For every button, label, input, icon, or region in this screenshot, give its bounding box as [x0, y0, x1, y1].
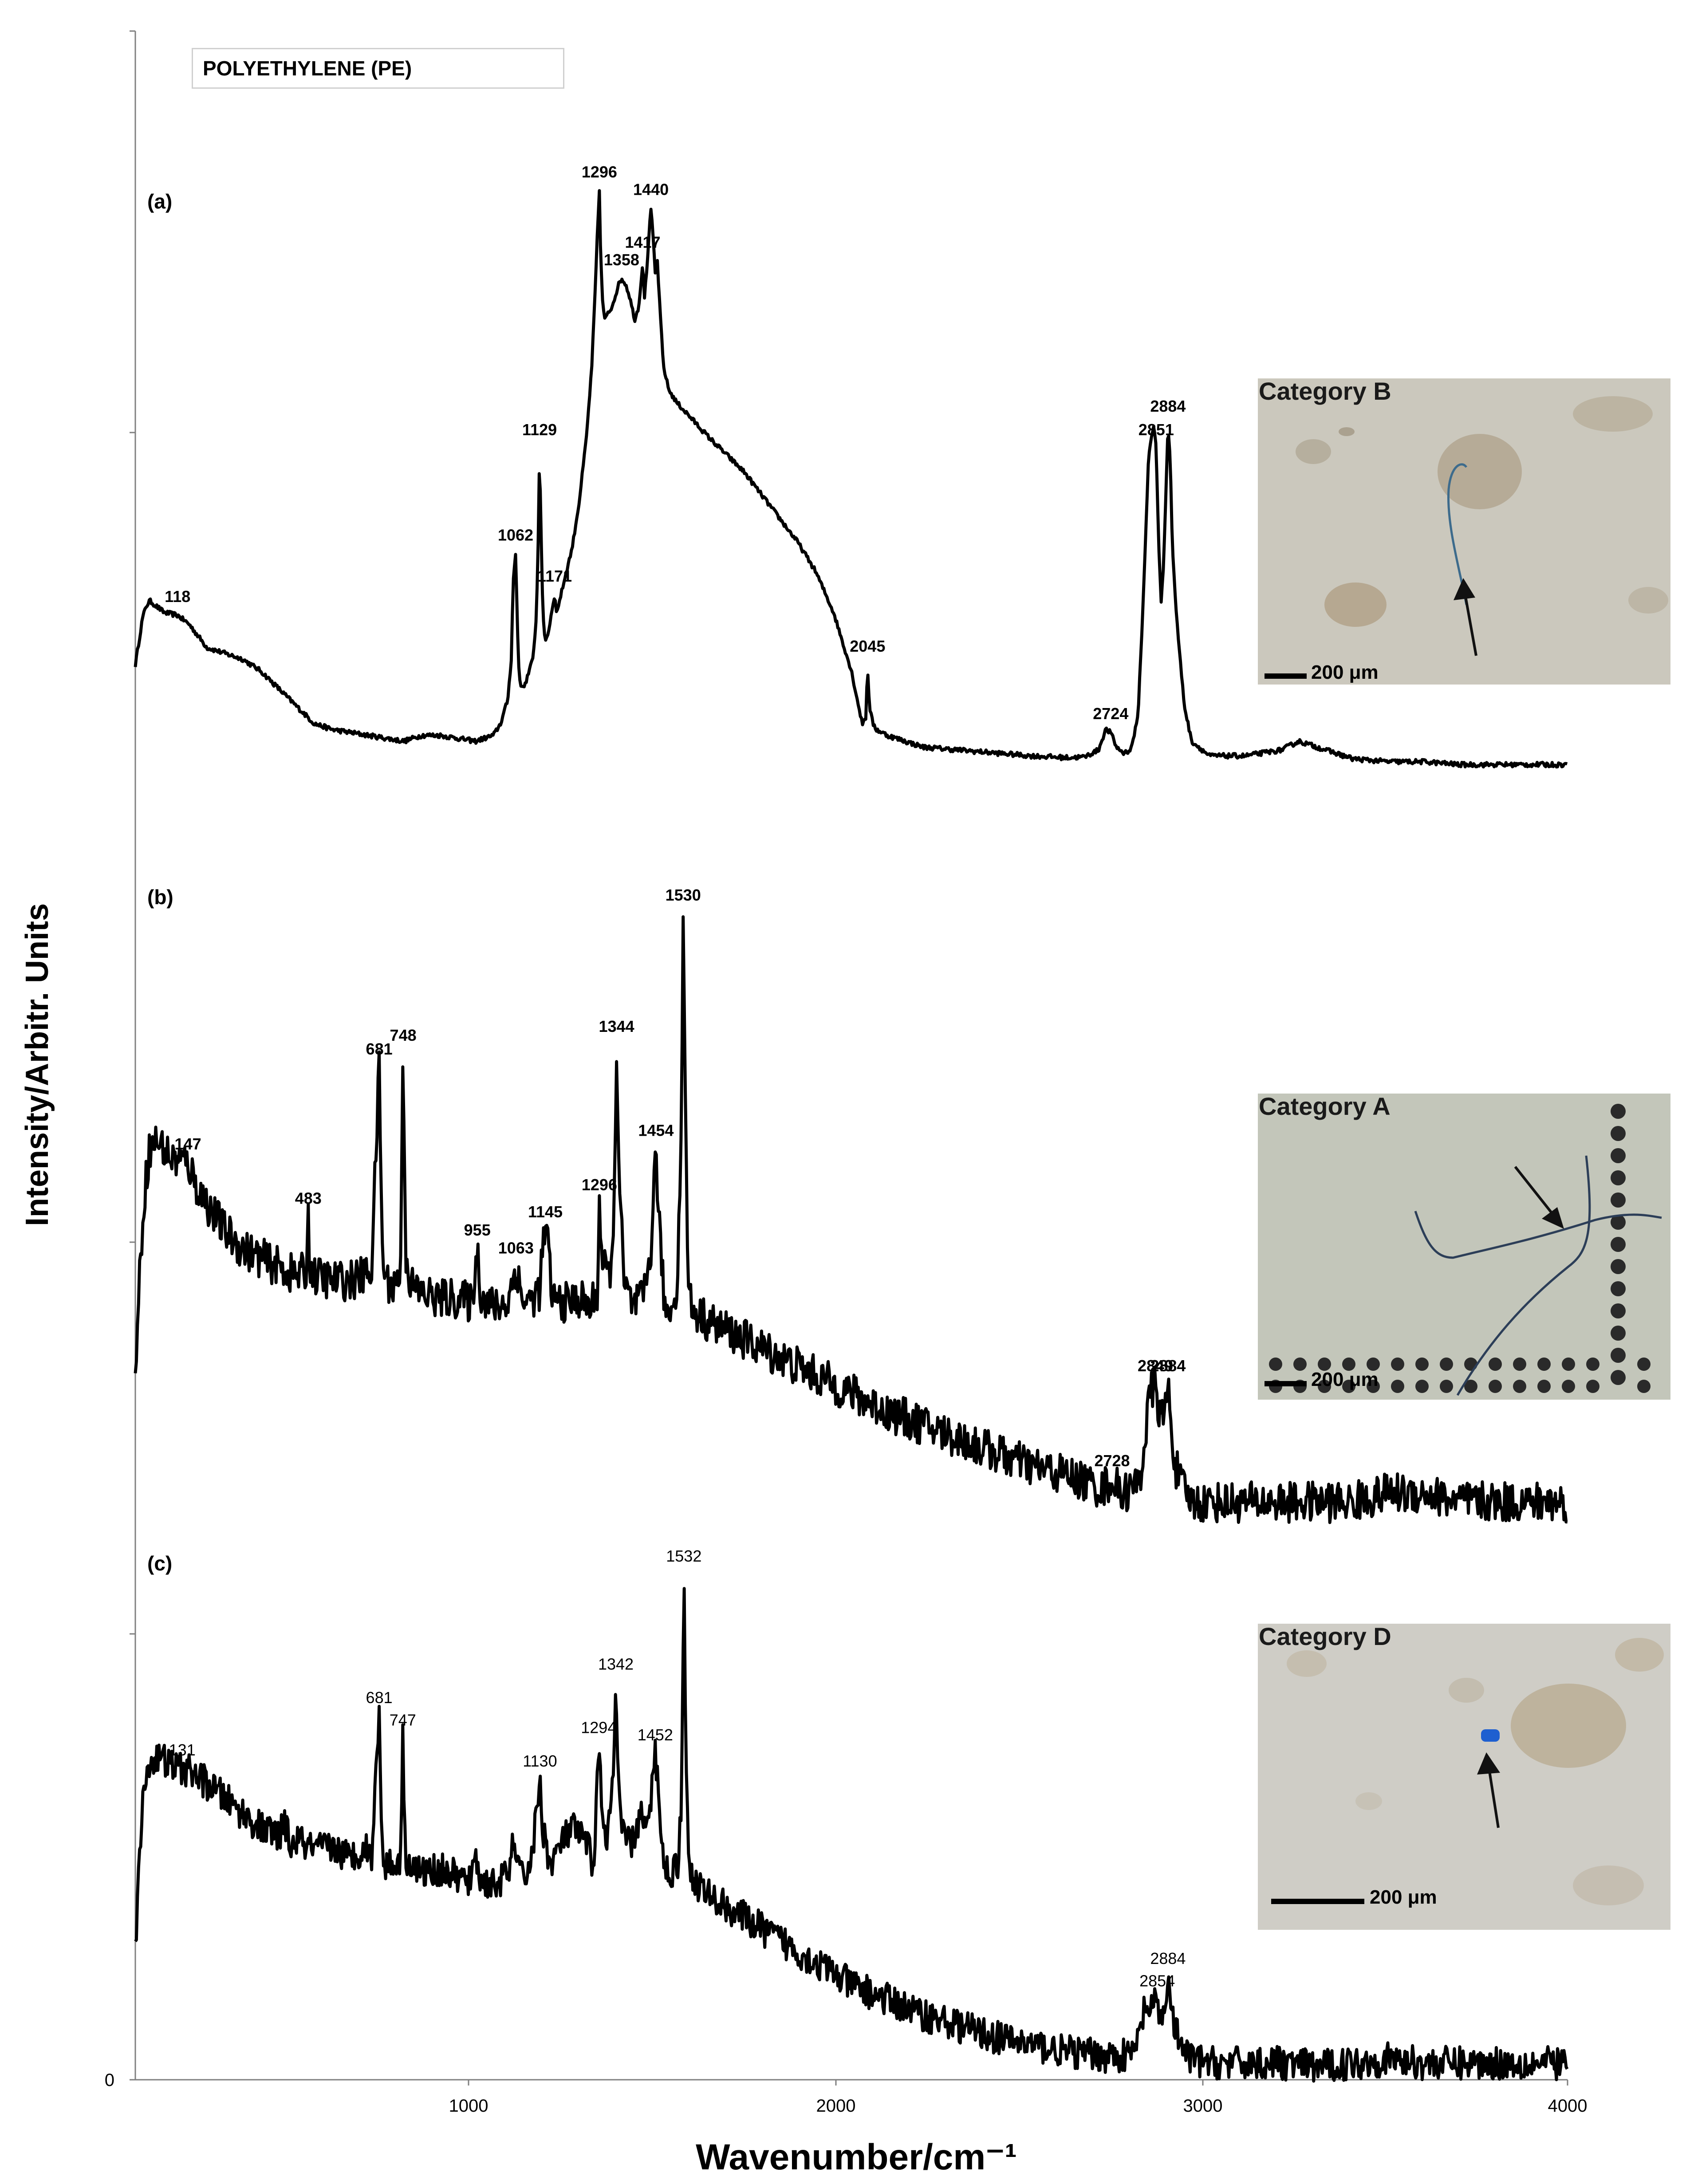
peak-label: 1532	[666, 1547, 701, 1565]
peak-label: 681	[366, 1688, 393, 1707]
peak-label: 1417	[625, 233, 660, 251]
peak-label: 2724	[1093, 704, 1128, 723]
peak-label: 955	[464, 1221, 491, 1239]
peak-label: 1062	[498, 526, 533, 544]
panel-label-a: (a)	[147, 190, 172, 213]
x-tick-label: 3000	[1183, 2096, 1223, 2116]
peak-label: 118	[165, 587, 190, 606]
peak-label: 1342	[598, 1655, 634, 1673]
peak-label: 2884	[1150, 1949, 1186, 1968]
peak-label: 748	[390, 1026, 417, 1044]
legend-title: POLYETHYLENE (PE)	[203, 57, 412, 80]
x-tick-label: 1000	[449, 2096, 488, 2116]
peak-label: 1296	[582, 1176, 617, 1194]
inset-title-a: Category A	[1259, 1094, 1391, 1120]
micrograph-image-d	[1258, 1624, 1670, 1930]
peak-label: 147	[175, 1135, 201, 1153]
micrograph-image-b	[1258, 378, 1670, 685]
x-tick-label: 2000	[816, 2096, 856, 2116]
panel-label-b: (b)	[147, 885, 173, 909]
peak-label: 747	[390, 1711, 416, 1729]
peak-label: 681	[366, 1040, 393, 1058]
peak-label: 131	[169, 1741, 196, 1759]
x-axis-label: Wavenumber/cm⁻¹	[696, 2137, 1017, 2177]
peak-label: 1130	[523, 1752, 557, 1770]
x-tick-label: 4000	[1548, 2096, 1588, 2116]
scale-label-a: 200 μm	[1311, 1369, 1379, 1390]
peak-label: 483	[295, 1189, 322, 1207]
scale-bar-a	[1265, 1381, 1307, 1386]
peak-label: 1452	[638, 1726, 673, 1744]
spectrum-line-c	[134, 1587, 1569, 2083]
peak-label: 1145	[528, 1203, 563, 1221]
peak-label: 2849	[1138, 1357, 1173, 1375]
scale-bar-b	[1265, 673, 1307, 679]
scale-bar-d	[1271, 1899, 1364, 1904]
inset-title-d: Category D	[1259, 1624, 1391, 1650]
peak-label: 1344	[599, 1017, 634, 1035]
peak-label: 2854	[1139, 1972, 1175, 1990]
legend-title-box: POLYETHYLENE (PE)	[192, 48, 564, 89]
y-tick-label-zero: 0	[105, 2070, 114, 2090]
peak-label: 1440	[633, 181, 669, 199]
peak-label: 1294	[581, 1718, 616, 1736]
inset-category-b: Category B 200 μm	[1258, 378, 1670, 685]
peak-label: 1454	[638, 1121, 674, 1139]
peak-label: 1171	[537, 567, 572, 585]
spectrum-line-a	[134, 189, 1568, 769]
peak-label: 2045	[850, 637, 885, 655]
scale-label-d: 200 μm	[1370, 1886, 1437, 1908]
scale-label-b: 200 μm	[1311, 661, 1379, 683]
peak-label: 1358	[604, 251, 639, 269]
y-axis-label: Intensity/Arbitr. Units	[20, 903, 55, 1226]
micrograph-image-a	[1258, 1094, 1670, 1400]
peak-label: 1296	[582, 163, 617, 181]
panel-label-c: (c)	[147, 1552, 172, 1575]
peak-label: 2884	[1150, 397, 1186, 415]
peak-label: 1530	[666, 886, 701, 904]
peak-label: 2728	[1094, 1452, 1130, 1470]
peak-label: 1063	[498, 1239, 534, 1257]
inset-category-a: Category A 200 μm	[1258, 1094, 1670, 1400]
spectrum-line-b	[134, 915, 1568, 1524]
peak-label: 2884	[1150, 1357, 1186, 1375]
peak-label: 1129	[522, 421, 557, 439]
inset-category-d: Category D 200 μm	[1258, 1624, 1670, 1930]
inset-title-b: Category B	[1259, 378, 1391, 405]
peak-label: 2851	[1138, 421, 1174, 439]
